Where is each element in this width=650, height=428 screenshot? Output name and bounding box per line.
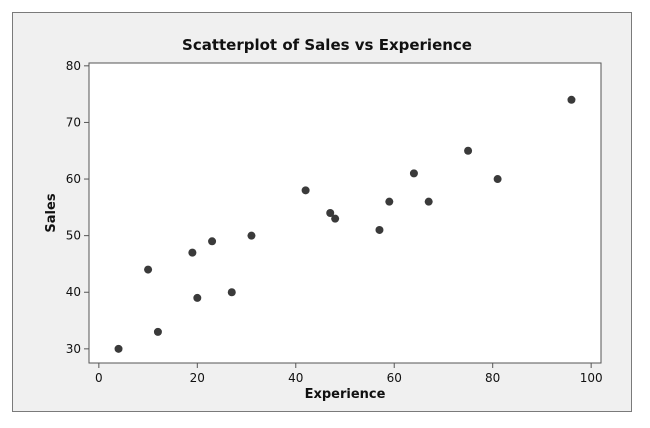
data-point xyxy=(227,288,236,297)
data-point xyxy=(144,265,153,274)
chart-title: Scatterplot of Sales vs Experience xyxy=(182,36,472,54)
plot-area xyxy=(88,62,602,364)
x-tick-label: 40 xyxy=(288,371,303,385)
data-point xyxy=(188,248,197,257)
data-point xyxy=(193,293,202,302)
data-point xyxy=(153,327,162,336)
y-tick-label: 40 xyxy=(66,285,81,299)
data-point xyxy=(567,95,576,104)
x-axis-label: Experience xyxy=(305,387,386,402)
x-tick-label: 60 xyxy=(387,371,402,385)
data-point xyxy=(208,237,217,246)
data-point xyxy=(493,175,502,184)
y-tick-label: 80 xyxy=(66,59,81,73)
data-point xyxy=(464,146,473,155)
data-point xyxy=(114,344,123,353)
data-point xyxy=(301,186,310,195)
data-point xyxy=(375,225,384,234)
data-point xyxy=(331,214,340,223)
y-tick-label: 30 xyxy=(66,342,81,356)
x-tick-label: 20 xyxy=(190,371,205,385)
y-tick-label: 70 xyxy=(66,115,81,129)
x-tick-label: 80 xyxy=(485,371,500,385)
y-axis-label: Sales xyxy=(44,193,59,232)
x-tick-label: 100 xyxy=(580,371,603,385)
data-point xyxy=(326,209,335,217)
data-point xyxy=(424,197,433,206)
x-axis: 0 20 40 60 80 100 xyxy=(95,363,603,385)
data-point xyxy=(385,197,394,206)
y-tick-label: 60 xyxy=(66,172,81,186)
data-points xyxy=(114,95,576,353)
data-point xyxy=(247,231,256,240)
x-tick-label: 0 xyxy=(95,371,103,385)
y-axis: 30 40 50 60 70 80 xyxy=(66,59,89,356)
data-point xyxy=(409,169,418,178)
y-tick-label: 50 xyxy=(66,229,81,243)
